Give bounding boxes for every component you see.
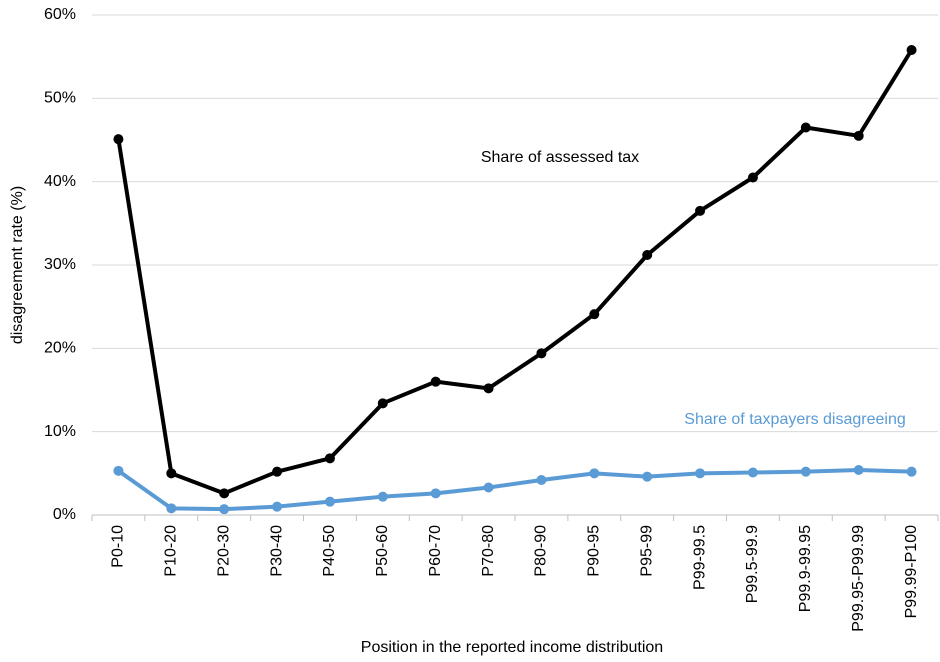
x-axis-title: Position in the reported income distribu… [361, 639, 663, 656]
x-tick-label: P99.95-P99.99 [850, 525, 867, 632]
data-point [430, 488, 441, 499]
data-point [219, 504, 230, 515]
x-tick-label: P70-80 [480, 525, 497, 577]
x-tick-label: P80-90 [533, 525, 550, 577]
data-point [747, 467, 758, 478]
x-tick-label: P50-60 [374, 525, 391, 577]
y-tick-label: 40% [44, 173, 76, 190]
x-tick-label: P99.99-P100 [903, 525, 920, 619]
x-tick-label: P99-99.5 [691, 525, 708, 590]
x-tick-label: P99.9-99.95 [797, 525, 814, 612]
x-tick-label: P20-30 [215, 525, 232, 577]
x-tick-label: P99.5-99.9 [744, 525, 761, 603]
data-point [536, 348, 547, 359]
data-point [272, 501, 283, 512]
x-tick-label: P95-99 [638, 525, 655, 577]
data-point [589, 468, 600, 479]
data-point [800, 466, 811, 477]
data-point [536, 475, 547, 485]
data-point [642, 250, 653, 260]
series-line [116, 48, 914, 496]
series-annotation: Share of taxpayers disagreeing [684, 411, 905, 428]
data-point [430, 376, 441, 387]
data-point [324, 453, 335, 464]
x-tick-label: P90-95 [586, 525, 603, 577]
data-point [853, 465, 864, 475]
data-point [483, 383, 494, 394]
y-tick-label: 30% [44, 256, 76, 273]
data-point [377, 491, 388, 502]
data-point [695, 205, 706, 216]
data-point [695, 468, 706, 479]
data-point [906, 45, 917, 55]
y-tick-label: 50% [44, 90, 76, 107]
y-axis-title: disagreement rate (%) [9, 186, 26, 344]
data-point [800, 122, 811, 133]
data-point [483, 482, 494, 493]
data-point [324, 496, 335, 507]
data-point [747, 172, 758, 183]
data-point [906, 466, 917, 477]
data-point [166, 503, 177, 514]
data-point [377, 398, 388, 409]
y-tick-label: 0% [53, 506, 76, 523]
data-point [219, 488, 230, 499]
y-tick-label: 20% [44, 340, 76, 357]
y-tick-label: 60% [44, 6, 76, 23]
data-point [589, 309, 600, 320]
x-tick-label: P40-50 [321, 525, 338, 577]
data-point [272, 466, 283, 477]
x-tick-label: P10-20 [163, 525, 180, 577]
y-tick-label: 10% [44, 423, 76, 440]
data-point [113, 465, 124, 476]
series-annotation: Share of assessed tax [481, 149, 639, 166]
series-line [117, 468, 912, 512]
x-tick-label: P60-70 [427, 525, 444, 577]
x-tick-label: P0-10 [110, 525, 127, 568]
data-point [853, 130, 864, 141]
data-point [642, 471, 653, 482]
data-point [166, 468, 177, 479]
x-tick-label: P30-40 [268, 525, 285, 577]
data-point [113, 134, 124, 145]
